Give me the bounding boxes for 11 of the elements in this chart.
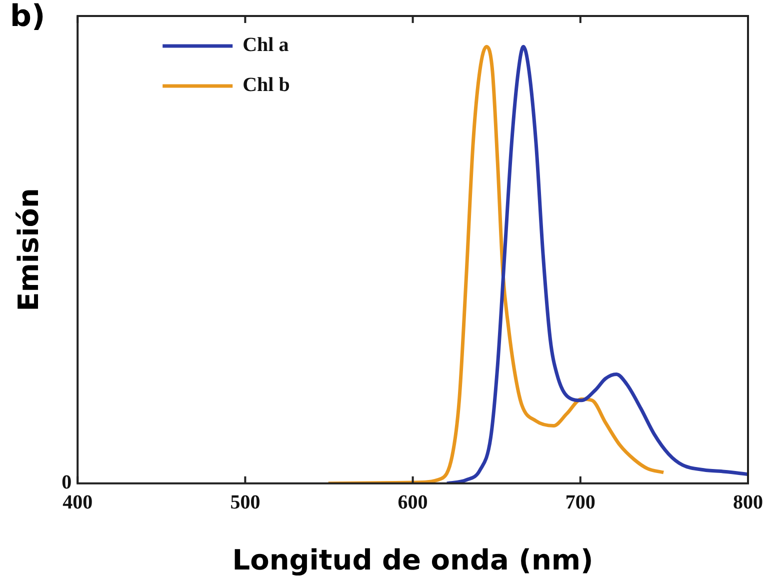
y-axis-title: Emisión [12, 188, 46, 312]
legend-label: Chl a [242, 34, 289, 56]
legend-label: Chl b [242, 74, 290, 96]
text: 0 [62, 472, 72, 494]
x-tick-label: 500 [230, 492, 260, 514]
chart-title: b) [10, 0, 46, 34]
x-axis-title: Longitud de onda (nm) [232, 543, 594, 576]
x-tick-label: 400 [62, 492, 93, 514]
x-tick-label: 700 [565, 492, 596, 514]
x-tick-label: 600 [398, 492, 428, 514]
x-tick-label: 800 [733, 492, 763, 514]
